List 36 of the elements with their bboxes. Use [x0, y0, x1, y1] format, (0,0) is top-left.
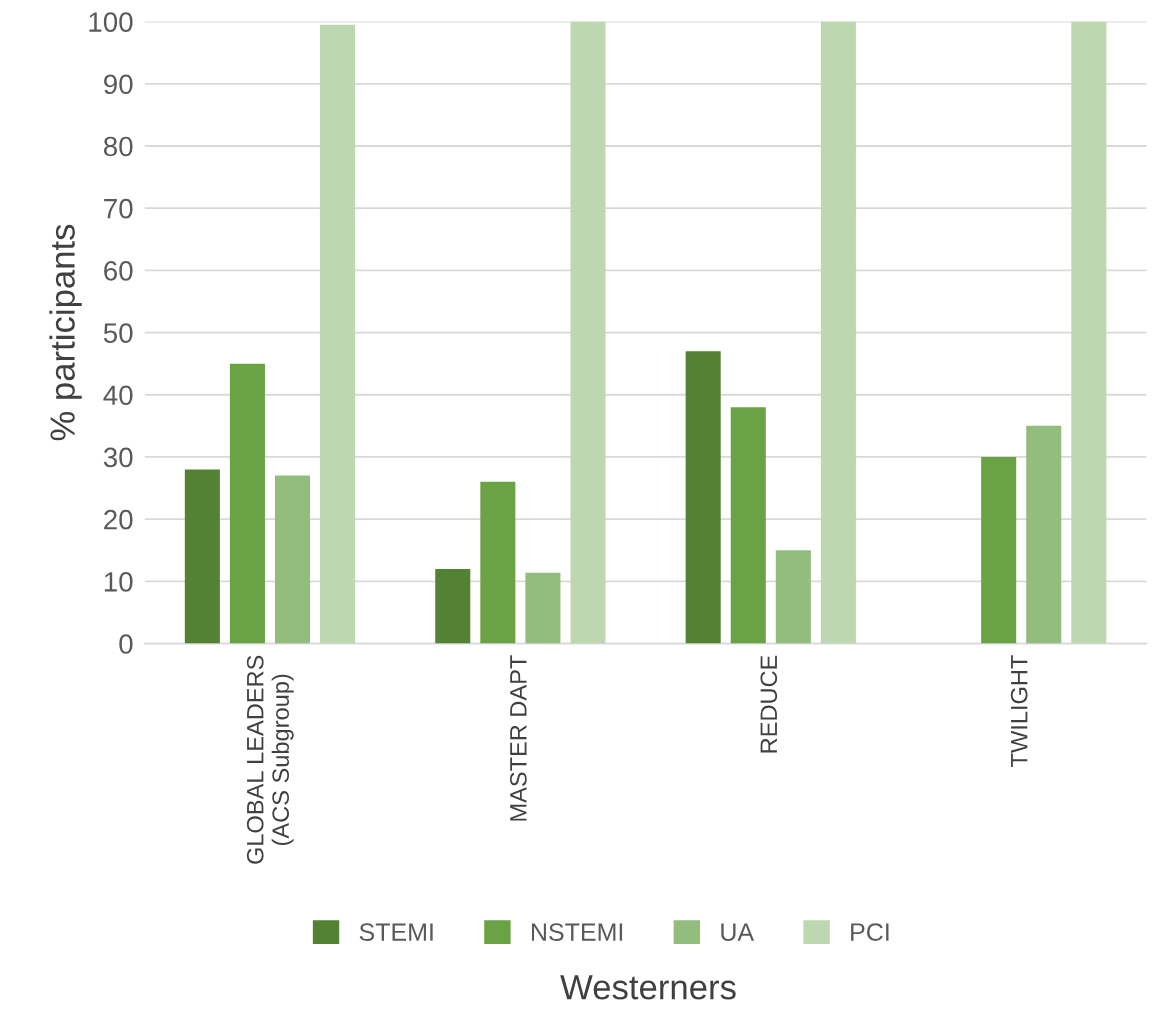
bar	[1071, 21, 1107, 644]
legend-label: PCI	[851, 923, 889, 941]
x-tick-label: GLOBAL LEADERS (ACS Subgroup)	[246, 655, 294, 864]
y-tick-label: 40	[103, 385, 133, 406]
bar	[229, 363, 265, 644]
bar	[570, 21, 606, 644]
legend-label: UA	[721, 923, 755, 941]
y-tick-label: 30	[103, 447, 133, 468]
bar	[525, 572, 561, 644]
bar	[320, 24, 356, 644]
bar	[775, 550, 811, 644]
bar	[820, 21, 856, 644]
bar	[480, 481, 516, 644]
bar	[274, 475, 311, 644]
bar	[730, 407, 766, 644]
bar	[184, 469, 220, 644]
bar	[685, 351, 721, 644]
y-tick-label: 20	[104, 509, 133, 530]
y-tick-label: 90	[104, 74, 133, 95]
y-tick-label: 60	[104, 261, 133, 281]
legend-label: NSTEMI	[531, 923, 623, 941]
y-tick-label: 0	[119, 634, 133, 654]
y-tick-label: 70	[104, 198, 133, 219]
y-tick-label: 100	[89, 12, 133, 32]
y-axis-title: % participants	[49, 224, 82, 441]
x-tick-label: MASTER DAPT	[509, 655, 527, 821]
x-tick-label: REDUCE	[760, 655, 778, 753]
x-axis-title: Westerners	[560, 975, 736, 1000]
bar	[435, 568, 471, 644]
bar	[981, 456, 1017, 644]
y-tick-label: 50	[103, 323, 133, 343]
x-tick-label: TWILIGHT	[1010, 655, 1028, 767]
bar	[1026, 425, 1062, 644]
y-tick-label: 10	[104, 572, 133, 592]
legend-label: STEMI	[359, 923, 433, 941]
y-tick-label: 80	[103, 136, 133, 157]
